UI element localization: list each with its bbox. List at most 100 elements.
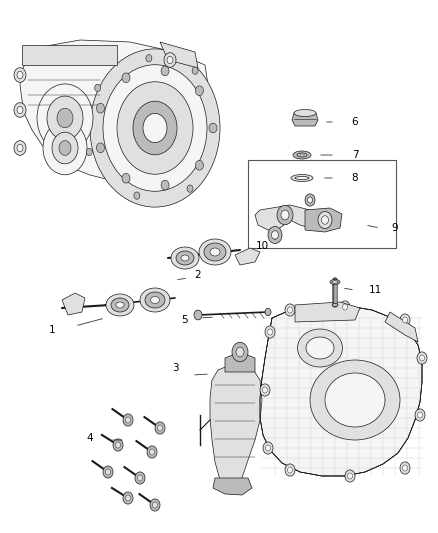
Circle shape — [318, 212, 332, 229]
Circle shape — [103, 466, 113, 478]
Circle shape — [123, 414, 133, 426]
Circle shape — [265, 326, 275, 338]
Circle shape — [149, 449, 155, 455]
Circle shape — [96, 143, 105, 153]
Polygon shape — [20, 40, 208, 182]
Circle shape — [96, 103, 105, 113]
Circle shape — [400, 314, 410, 326]
Ellipse shape — [294, 109, 316, 117]
Ellipse shape — [310, 360, 400, 440]
Circle shape — [285, 464, 295, 476]
Polygon shape — [255, 205, 315, 230]
Circle shape — [265, 445, 271, 451]
Circle shape — [122, 73, 130, 83]
Circle shape — [287, 467, 293, 473]
Polygon shape — [292, 113, 318, 126]
Circle shape — [133, 101, 177, 155]
Text: 6: 6 — [352, 117, 358, 127]
Circle shape — [260, 384, 270, 396]
Circle shape — [14, 68, 26, 82]
Text: 10: 10 — [255, 241, 268, 251]
Circle shape — [263, 442, 273, 454]
Circle shape — [321, 216, 328, 224]
Circle shape — [195, 86, 203, 95]
Ellipse shape — [332, 303, 338, 306]
Circle shape — [417, 352, 427, 364]
Circle shape — [155, 422, 165, 434]
Circle shape — [134, 192, 140, 199]
Ellipse shape — [204, 243, 226, 261]
Circle shape — [47, 96, 83, 140]
Ellipse shape — [145, 292, 165, 308]
Circle shape — [415, 409, 425, 421]
Circle shape — [268, 227, 282, 244]
Circle shape — [43, 121, 87, 175]
FancyBboxPatch shape — [22, 45, 117, 65]
Circle shape — [59, 141, 71, 155]
Text: 3: 3 — [172, 363, 178, 373]
Ellipse shape — [111, 298, 129, 312]
Text: 2: 2 — [194, 270, 201, 280]
Circle shape — [187, 185, 193, 192]
Ellipse shape — [297, 153, 307, 157]
Ellipse shape — [293, 151, 311, 159]
Ellipse shape — [181, 255, 189, 261]
Circle shape — [265, 309, 271, 316]
Circle shape — [113, 439, 123, 451]
Circle shape — [236, 347, 244, 357]
Circle shape — [106, 469, 110, 475]
Polygon shape — [385, 312, 418, 342]
Circle shape — [57, 108, 73, 128]
Circle shape — [122, 173, 130, 183]
Circle shape — [143, 114, 167, 143]
Polygon shape — [305, 208, 342, 232]
Circle shape — [14, 141, 26, 155]
Circle shape — [135, 472, 145, 484]
Circle shape — [285, 304, 295, 316]
Circle shape — [17, 144, 23, 152]
Text: 4: 4 — [87, 433, 93, 443]
Circle shape — [90, 49, 220, 207]
Circle shape — [14, 103, 26, 117]
Ellipse shape — [306, 337, 334, 359]
Ellipse shape — [210, 248, 220, 256]
Ellipse shape — [176, 251, 194, 265]
Circle shape — [287, 307, 293, 313]
Circle shape — [417, 412, 423, 418]
Circle shape — [147, 446, 157, 458]
Circle shape — [158, 425, 162, 431]
Polygon shape — [260, 305, 422, 476]
Circle shape — [272, 231, 279, 239]
Circle shape — [343, 304, 347, 310]
Polygon shape — [235, 248, 260, 265]
Circle shape — [161, 180, 169, 190]
Text: 5: 5 — [182, 315, 188, 325]
Ellipse shape — [330, 279, 340, 285]
Circle shape — [161, 66, 169, 76]
Circle shape — [305, 194, 315, 206]
Circle shape — [403, 465, 407, 471]
Ellipse shape — [297, 329, 343, 367]
Polygon shape — [210, 363, 262, 485]
Circle shape — [192, 67, 198, 74]
Circle shape — [52, 132, 78, 164]
Circle shape — [347, 473, 353, 479]
Polygon shape — [62, 293, 85, 315]
Circle shape — [403, 317, 407, 323]
Circle shape — [277, 205, 293, 225]
Ellipse shape — [106, 294, 134, 316]
Circle shape — [126, 417, 131, 423]
Ellipse shape — [325, 373, 385, 427]
Circle shape — [123, 492, 133, 504]
Circle shape — [164, 53, 176, 67]
Circle shape — [86, 148, 92, 156]
Circle shape — [345, 470, 355, 482]
Polygon shape — [225, 352, 255, 372]
Circle shape — [37, 84, 93, 152]
Circle shape — [400, 462, 410, 474]
Polygon shape — [160, 42, 198, 68]
Circle shape — [195, 160, 203, 170]
Polygon shape — [295, 302, 360, 322]
Circle shape — [103, 64, 207, 191]
Ellipse shape — [140, 288, 170, 312]
